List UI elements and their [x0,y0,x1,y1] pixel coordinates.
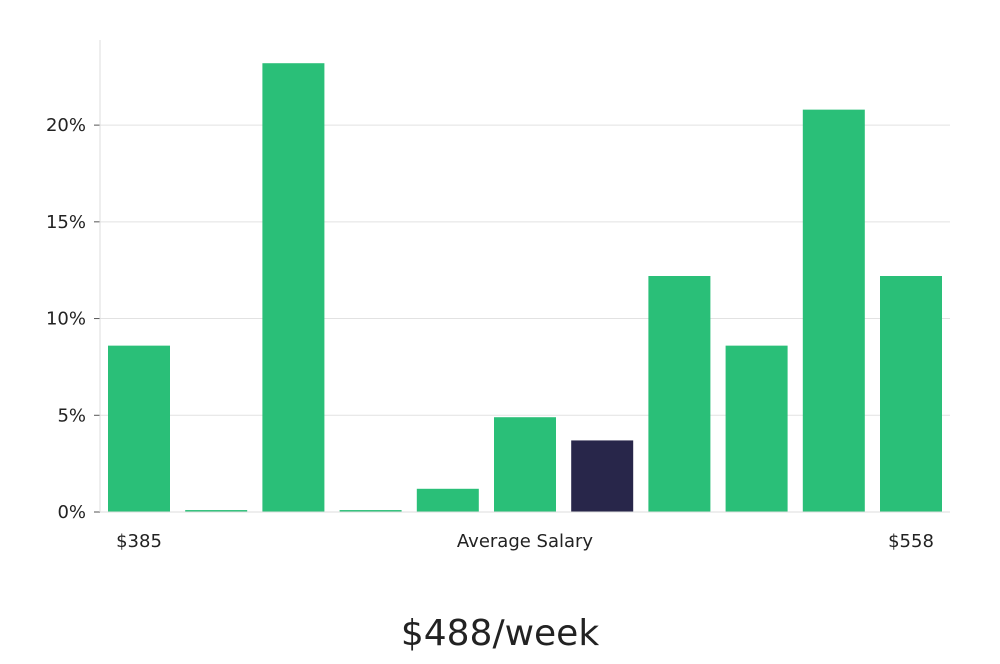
y-axis-ticks: 0% 5% 10% 15% 20% [46,115,100,523]
y-tick-label: 10% [46,309,86,330]
y-tick-label: 5% [57,405,86,426]
bar [339,510,402,512]
x-axis-title: Average Salary [457,531,594,552]
bar [416,488,479,512]
bar [648,276,711,512]
salary-histogram: 0% 5% 10% 15% 20% $385 Average Salary $558 [46,40,950,552]
bar [725,345,788,512]
bar [880,276,942,512]
bar [262,63,325,513]
average-salary-headline: $488/week [400,613,600,654]
bars [108,63,942,513]
bar [802,109,865,512]
bar [185,510,248,512]
x-max-label: $558 [888,531,934,552]
bar-highlighted [571,440,634,512]
y-tick-label: 20% [46,115,86,136]
bar [108,345,170,512]
y-tick-label: 0% [57,502,86,523]
x-min-label: $385 [116,531,162,552]
y-tick-label: 15% [46,212,86,233]
bar [494,417,556,512]
